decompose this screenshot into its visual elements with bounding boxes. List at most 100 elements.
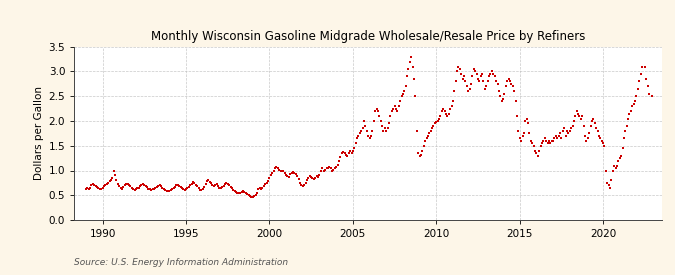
- Point: [543, 139, 554, 143]
- Point: [300, 181, 311, 186]
- Point: [114, 184, 125, 189]
- Point: [643, 92, 654, 96]
- Point: [456, 72, 466, 76]
- Point: [391, 106, 402, 111]
- Point: [134, 186, 144, 190]
- Point: [311, 174, 322, 179]
- Point: [492, 82, 503, 86]
- Point: [495, 94, 506, 98]
- Point: [209, 184, 219, 189]
- Point: [635, 72, 646, 76]
- Point: [132, 186, 142, 191]
- Point: [96, 187, 107, 191]
- Point: [525, 139, 536, 143]
- Point: [234, 191, 244, 196]
- Point: [535, 144, 546, 148]
- Point: [556, 136, 567, 141]
- Point: [235, 191, 246, 195]
- Point: [418, 144, 429, 148]
- Point: [460, 79, 471, 84]
- Point: [472, 77, 483, 81]
- Point: [329, 166, 340, 170]
- Point: [488, 72, 499, 76]
- Point: [526, 141, 537, 145]
- Point: [207, 183, 218, 188]
- Point: [335, 155, 346, 159]
- Point: [319, 167, 330, 172]
- Point: [285, 172, 296, 177]
- Point: [373, 109, 383, 113]
- Point: [395, 99, 406, 103]
- Point: [129, 188, 140, 192]
- Point: [360, 124, 371, 128]
- Point: [400, 84, 411, 89]
- Point: [315, 169, 326, 174]
- Point: [317, 166, 328, 170]
- Point: [647, 94, 657, 98]
- Point: [139, 183, 150, 188]
- Point: [438, 106, 449, 111]
- Point: [238, 189, 248, 194]
- Point: [466, 82, 477, 86]
- Point: [164, 189, 175, 193]
- Point: [125, 184, 136, 189]
- Point: [293, 177, 304, 182]
- Point: [597, 141, 608, 145]
- Point: [308, 177, 319, 181]
- Point: [429, 121, 440, 126]
- Point: [628, 101, 639, 106]
- Point: [377, 124, 387, 128]
- Point: [117, 187, 128, 191]
- Point: [103, 181, 113, 185]
- Point: [80, 187, 91, 191]
- Point: [219, 182, 230, 186]
- Point: [632, 87, 643, 91]
- Point: [396, 94, 407, 98]
- Point: [513, 129, 524, 133]
- Point: [583, 136, 593, 141]
- Point: [574, 114, 585, 118]
- Point: [324, 164, 335, 169]
- Point: [516, 139, 526, 143]
- Point: [147, 187, 158, 191]
- Point: [331, 164, 342, 169]
- Point: [323, 166, 333, 170]
- Point: [562, 129, 572, 133]
- Point: [93, 186, 104, 190]
- Point: [468, 67, 479, 71]
- Point: [156, 184, 167, 189]
- Point: [618, 136, 629, 141]
- Point: [201, 179, 212, 184]
- Y-axis label: Dollars per Gallon: Dollars per Gallon: [34, 86, 45, 180]
- Point: [427, 126, 437, 131]
- Point: [441, 111, 452, 116]
- Point: [361, 129, 372, 133]
- Point: [200, 182, 211, 186]
- Point: [168, 186, 179, 190]
- Point: [246, 195, 256, 199]
- Point: [474, 79, 485, 84]
- Point: [213, 184, 223, 189]
- Point: [142, 185, 153, 189]
- Point: [214, 186, 225, 190]
- Point: [414, 153, 425, 158]
- Point: [389, 104, 400, 108]
- Point: [508, 84, 518, 89]
- Point: [306, 175, 317, 179]
- Point: [136, 183, 147, 188]
- Point: [227, 186, 238, 191]
- Point: [105, 178, 116, 183]
- Point: [398, 92, 408, 96]
- Point: [304, 174, 315, 179]
- Point: [538, 139, 549, 143]
- Point: [215, 186, 226, 191]
- Point: [342, 153, 353, 158]
- Point: [364, 136, 375, 141]
- Point: [624, 111, 635, 116]
- Point: [564, 129, 575, 133]
- Point: [146, 188, 157, 192]
- Point: [192, 184, 202, 189]
- Point: [539, 136, 550, 141]
- Point: [378, 129, 389, 133]
- Point: [434, 116, 445, 121]
